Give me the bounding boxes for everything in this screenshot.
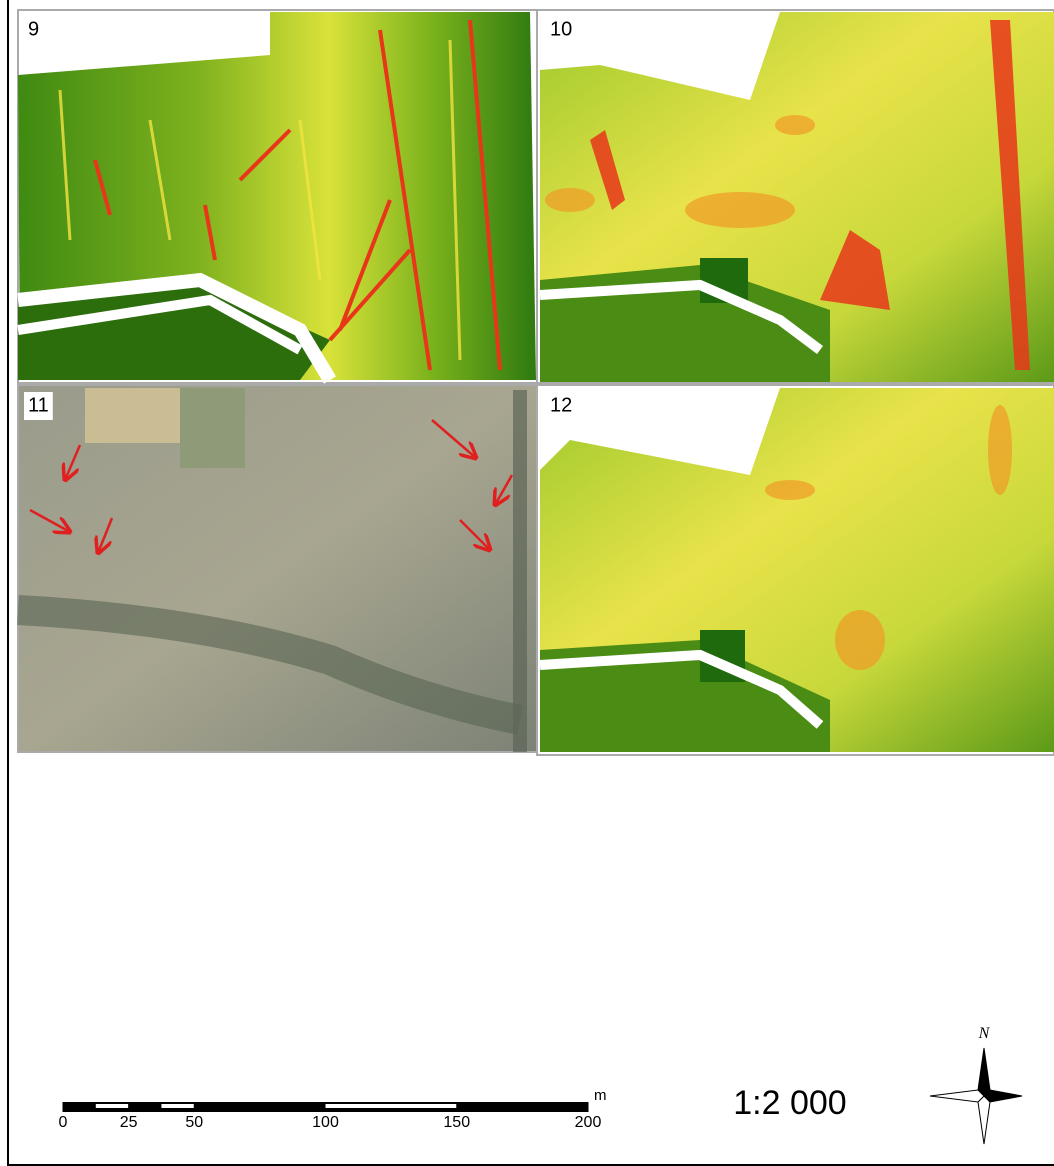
scale-unit: m <box>594 1087 607 1104</box>
scale-tick-label: 25 <box>120 1114 138 1131</box>
map-figure: 9 10 11 12 N 1:2 000 0 25 50 100 150 200 m <box>0 0 1054 1166</box>
scale-tick-label: 200 <box>575 1114 602 1131</box>
north-arrow: N <box>930 1025 1022 1144</box>
scale-tick-label: 150 <box>443 1114 470 1131</box>
scale-tick-label: 50 <box>185 1114 203 1131</box>
panel <box>18 10 537 383</box>
north-label: N <box>978 1025 991 1042</box>
panel-label: 11 <box>28 394 49 416</box>
scale-tick-label: 100 <box>312 1114 339 1131</box>
scale-segment <box>96 1104 129 1108</box>
scale-ratio: 1:2 000 <box>733 1084 846 1122</box>
panel <box>18 385 537 752</box>
panel-label: 10 <box>550 18 572 40</box>
panel-label: 9 <box>28 18 39 40</box>
scale-tick-label: 0 <box>59 1114 68 1131</box>
panel <box>537 10 1054 383</box>
panel <box>537 385 1054 755</box>
scale-segment <box>161 1104 194 1108</box>
panel-label: 12 <box>550 394 572 416</box>
scale-segment <box>326 1104 457 1108</box>
